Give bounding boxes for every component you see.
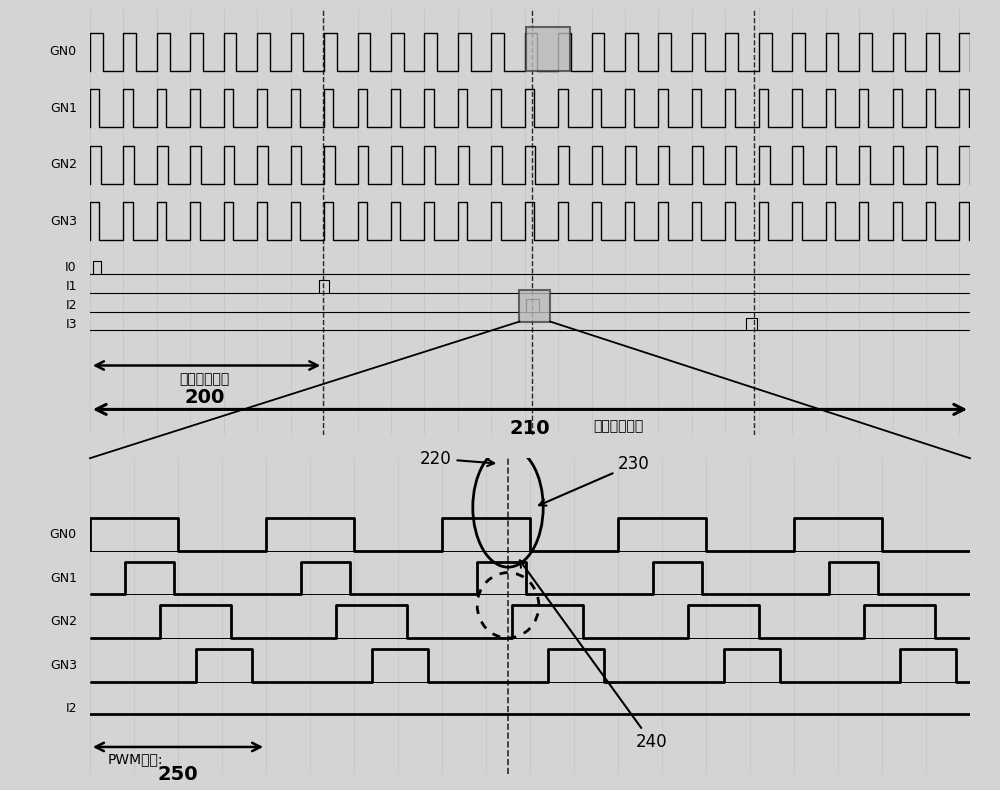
- Bar: [519, 290, 550, 322]
- Text: GN0: GN0: [50, 528, 77, 541]
- Text: 210: 210: [510, 419, 550, 438]
- Text: 250: 250: [158, 766, 198, 784]
- Text: I2: I2: [65, 702, 77, 715]
- Text: 220: 220: [420, 450, 494, 468]
- Text: GN1: GN1: [50, 571, 77, 585]
- Text: GN3: GN3: [50, 659, 77, 672]
- Text: I2: I2: [65, 299, 77, 312]
- Text: GN2: GN2: [50, 158, 77, 171]
- Text: GN0: GN0: [50, 45, 77, 58]
- Bar: [526, 27, 570, 70]
- Text: I3: I3: [65, 318, 77, 330]
- Text: GN3: GN3: [50, 215, 77, 228]
- Text: I0: I0: [65, 261, 77, 274]
- Text: 伺服回路周期: 伺服回路周期: [593, 419, 643, 434]
- Text: PWM频率:: PWM频率:: [108, 752, 163, 766]
- Text: 240: 240: [520, 560, 667, 751]
- Text: 230: 230: [539, 455, 650, 506]
- Text: GN2: GN2: [50, 615, 77, 628]
- Text: 200: 200: [184, 388, 225, 407]
- Text: 电阵测量周期: 电阵测量周期: [179, 372, 230, 386]
- Text: GN1: GN1: [50, 102, 77, 115]
- Text: I1: I1: [65, 280, 77, 293]
